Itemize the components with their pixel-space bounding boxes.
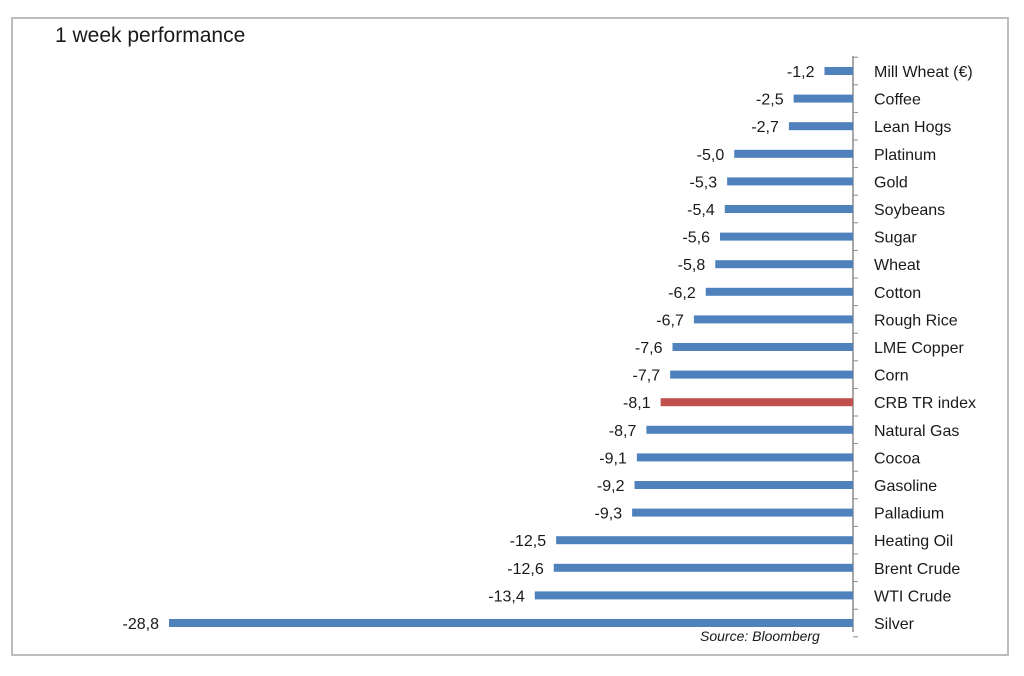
data-label: -28,8 — [123, 616, 160, 633]
bar — [636, 453, 853, 462]
data-label: -1,2 — [787, 64, 815, 81]
data-label: -5,3 — [690, 174, 718, 191]
bar — [660, 398, 853, 407]
bar — [824, 67, 853, 75]
data-label: -12,5 — [510, 533, 547, 550]
bar — [705, 287, 853, 296]
category-label: Silver — [874, 616, 915, 633]
category-label: Rough Rice — [874, 312, 958, 329]
bar — [646, 425, 853, 434]
bar — [734, 149, 853, 158]
chart-source: Source: Bloomberg — [700, 628, 820, 644]
category-label: LME Copper — [874, 340, 964, 357]
bar — [724, 205, 853, 213]
data-label: -13,4 — [488, 588, 525, 605]
bar — [672, 343, 853, 351]
data-label: -8,7 — [609, 423, 637, 440]
data-label: -5,0 — [697, 147, 725, 164]
data-label: -12,6 — [507, 561, 544, 578]
data-label: -9,2 — [597, 478, 625, 495]
bar — [727, 177, 853, 186]
data-label: -9,3 — [595, 506, 623, 523]
category-label: Palladium — [874, 506, 944, 523]
bar — [693, 315, 853, 324]
data-label: -2,5 — [756, 92, 784, 109]
bar — [793, 94, 853, 103]
category-label: Platinum — [874, 147, 936, 164]
bar — [715, 260, 853, 269]
category-label: Sugar — [874, 230, 917, 247]
data-label: -8,1 — [623, 395, 651, 412]
category-label: Lean Hogs — [874, 119, 951, 136]
category-label: Natural Gas — [874, 423, 959, 440]
bar — [670, 370, 853, 379]
data-label: -7,7 — [633, 368, 661, 385]
data-label: -6,7 — [656, 312, 684, 329]
data-label: -5,4 — [687, 202, 715, 219]
category-label: Mill Wheat (€) — [874, 64, 973, 81]
category-label: Brent Crude — [874, 561, 960, 578]
data-label: -9,1 — [599, 450, 627, 467]
category-label: Coffee — [874, 92, 921, 109]
category-label: CRB TR index — [874, 395, 976, 412]
bar — [720, 232, 853, 241]
category-label: Gold — [874, 174, 908, 191]
category-label: Heating Oil — [874, 533, 953, 550]
category-label: Cotton — [874, 285, 921, 302]
data-label: -2,7 — [751, 119, 779, 136]
category-label: Soybeans — [874, 202, 945, 219]
bar — [788, 122, 853, 131]
bar — [169, 619, 853, 627]
bar — [632, 508, 853, 517]
chart-title: 1 week performance — [55, 24, 246, 47]
category-label: Gasoline — [874, 478, 937, 495]
bar — [556, 536, 853, 545]
data-label: -7,6 — [635, 340, 663, 357]
bar — [553, 563, 853, 572]
category-label: Corn — [874, 368, 909, 385]
category-label: WTI Crude — [874, 588, 951, 605]
data-label: -5,8 — [678, 257, 706, 274]
category-label: Wheat — [874, 257, 921, 274]
bar — [534, 591, 853, 600]
data-label: -5,6 — [682, 230, 710, 247]
category-label: Cocoa — [874, 450, 920, 467]
bar — [634, 481, 853, 489]
data-label: -6,2 — [668, 285, 696, 302]
